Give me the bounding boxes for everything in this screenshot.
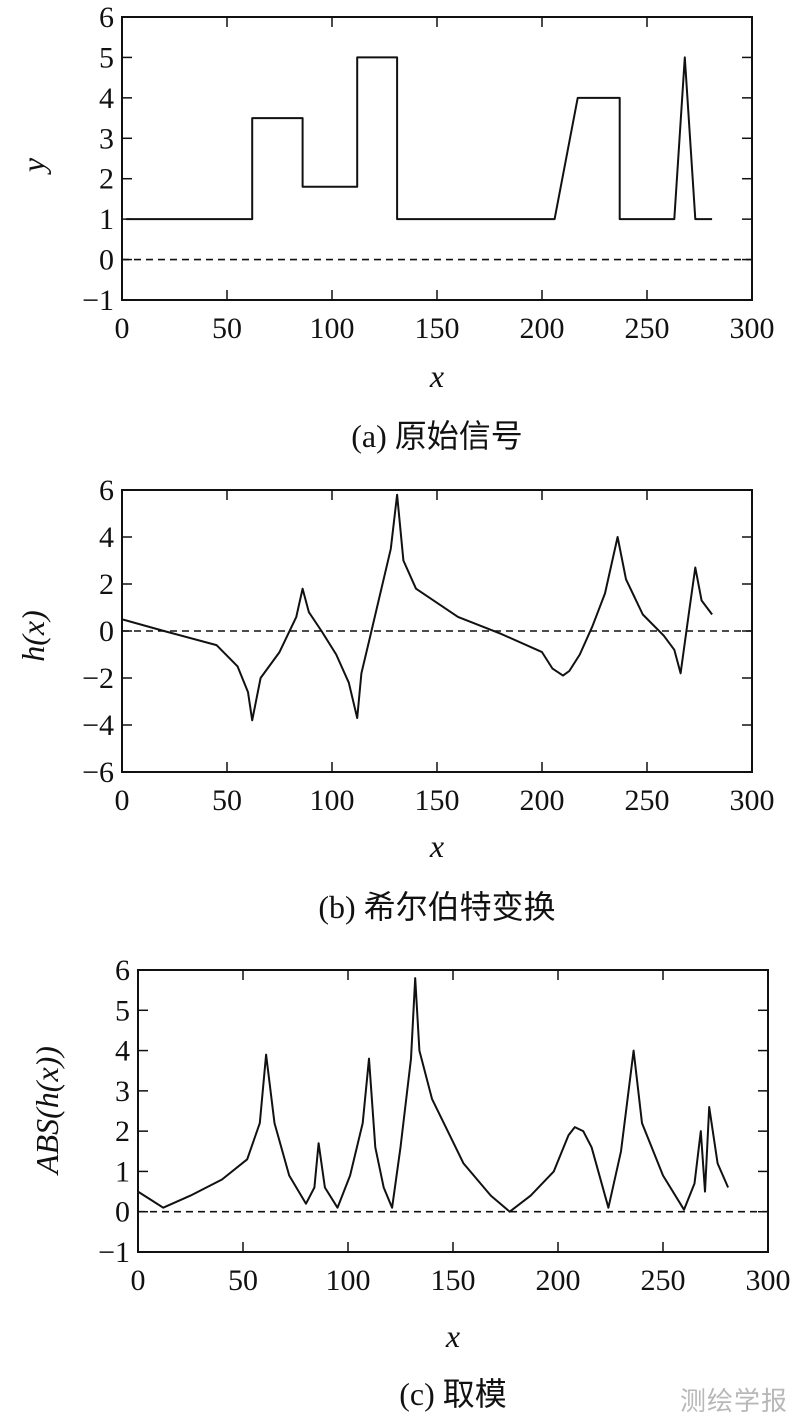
panel-b-xlabel: x xyxy=(429,828,444,864)
panel-a-xtick-label: 0 xyxy=(115,312,130,345)
panel-c-ytick-label: 2 xyxy=(115,1115,130,1148)
panel-c-ticks xyxy=(137,969,769,1253)
panel-b-xtick-label: 250 xyxy=(625,784,670,817)
panel-a-ytick-label: 3 xyxy=(99,122,114,155)
panel-b: 0 50 100 150 200 250 300 −6 −4 −2 0 2 4 6 h(x) x (b) … xyxy=(15,474,775,925)
panel-a-xlabel: x xyxy=(429,358,444,394)
panel-b-ylabel: h(x) xyxy=(15,610,51,662)
panel-c-series-signal xyxy=(137,977,730,1213)
panel-c-ytick-label: 1 xyxy=(115,1155,130,1188)
panel-b-tick-labels: 0 50 100 150 200 250 300 −6 −4 −2 0 2 4 6 xyxy=(82,474,774,817)
panel-a-xtick-label: 200 xyxy=(520,312,565,345)
panel-b-xtick-label: 150 xyxy=(415,784,460,817)
panel-c-xlabel: x xyxy=(445,1318,460,1354)
panel-b-ytick-label: 2 xyxy=(99,568,114,601)
panel-b-ytick-label: 6 xyxy=(99,474,114,507)
panel-c-xtick-label: 150 xyxy=(431,1264,476,1297)
panel-a-ytick-label: 0 xyxy=(99,244,114,277)
watermark: 测绘学报 xyxy=(679,1387,788,1417)
panel-a-caption: (a) 原始信号 xyxy=(351,418,523,454)
panel-c-ytick-label: 0 xyxy=(115,1196,130,1229)
panel-c-frame xyxy=(137,969,769,1253)
panel-a-plot xyxy=(122,56,752,261)
panel-c-xtick-label: 50 xyxy=(228,1264,258,1297)
panel-a-xtick-label: 250 xyxy=(625,312,670,345)
panel-c-xtick-label: 0 xyxy=(131,1264,146,1297)
panel-c-ytick-label: 3 xyxy=(115,1075,130,1108)
panel-c-ylabel: ABS(h(x)) xyxy=(29,1046,65,1176)
panel-c-ytick-label: 4 xyxy=(115,1035,130,1068)
panel-b-xtick-label: 50 xyxy=(212,784,242,817)
panel-b-plot xyxy=(121,493,752,722)
panel-b-series-signal xyxy=(121,493,713,722)
panel-b-caption: (b) 希尔伯特变换 xyxy=(318,889,555,925)
panel-a-ylabel: y xyxy=(15,157,51,175)
panel-a-ytick-label: −1 xyxy=(82,284,114,317)
panel-c-caption: (c) 取模 xyxy=(399,1376,507,1412)
panel-b-ytick-label: 0 xyxy=(99,615,114,648)
panel-a-ytick-label: 1 xyxy=(99,203,114,236)
panel-c-xtick-label: 250 xyxy=(641,1264,686,1297)
panel-a-frame xyxy=(121,16,753,301)
panel-a-xtick-label: 150 xyxy=(415,312,460,345)
panel-a-xtick-label: 50 xyxy=(212,312,242,345)
panel-b-xtick-label: 200 xyxy=(520,784,565,817)
panel-c-xtick-label: 100 xyxy=(326,1264,371,1297)
panel-b-ticks xyxy=(121,489,753,773)
panel-b-ytick-label: −2 xyxy=(82,662,114,695)
panel-a-ticks xyxy=(121,16,753,301)
panel-b-ytick-label: 4 xyxy=(99,521,114,554)
panel-c-ytick-label: −1 xyxy=(98,1236,130,1269)
panel-a-ytick-label: 6 xyxy=(99,1,114,34)
panel-c-ytick-label: 6 xyxy=(115,954,130,987)
panel-a-xtick-label: 300 xyxy=(730,312,775,345)
panel-a-ytick-label: 2 xyxy=(99,163,114,196)
panel-a-ytick-label: 5 xyxy=(99,41,114,74)
panel-c-xtick-label: 200 xyxy=(536,1264,581,1297)
panel-b-ytick-label: −4 xyxy=(82,709,114,742)
panel-c-plot xyxy=(137,977,768,1213)
panel-b-xtick-label: 300 xyxy=(730,784,775,817)
panel-b-xtick-label: 0 xyxy=(115,784,130,817)
panel-a-xtick-label: 100 xyxy=(310,312,355,345)
panel-a-series-signal xyxy=(126,56,713,221)
panel-b-ytick-label: −6 xyxy=(82,756,114,789)
panel-c-xtick-label: 300 xyxy=(746,1264,791,1297)
panel-b-xtick-label: 100 xyxy=(310,784,355,817)
panel-c-ytick-label: 5 xyxy=(115,994,130,1027)
panel-a-ytick-label: 4 xyxy=(99,82,114,115)
